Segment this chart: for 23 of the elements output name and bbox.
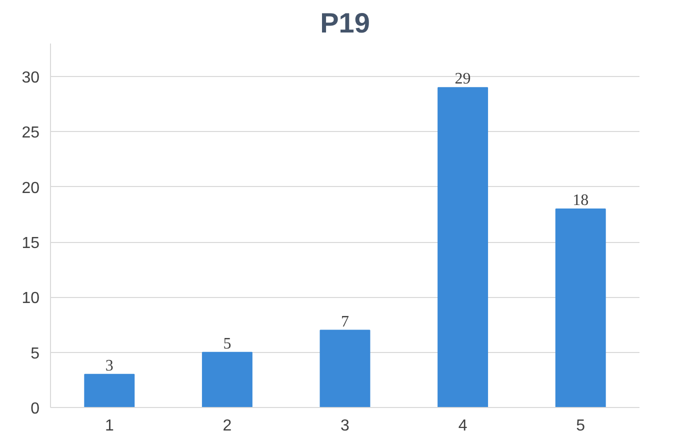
y-tick-label: 5 [30,345,40,362]
x-tick-label: 4 [458,418,468,434]
data-label: 29 [454,70,471,88]
x-tick-label: 2 [222,418,232,434]
data-label: 3 [105,357,114,374]
bar [555,208,606,408]
bar [438,87,488,408]
y-tick-label: 25 [22,124,40,142]
x-tick-label: 1 [104,418,114,434]
y-tick-label: 0 [30,400,40,418]
y-tick-label: 20 [22,180,40,197]
chart-title: P19 [320,8,370,38]
data-label: 5 [223,335,232,352]
y-tick-label: 30 [22,70,40,87]
y-tick-label: 15 [22,235,40,252]
x-tick-label: 5 [576,418,586,434]
y-tick-label: 10 [22,290,40,308]
data-label: 18 [572,192,589,209]
x-tick-label: 3 [340,418,350,434]
bar [320,330,370,408]
data-label: 7 [341,313,349,330]
bar [84,374,135,408]
bar [202,352,252,408]
